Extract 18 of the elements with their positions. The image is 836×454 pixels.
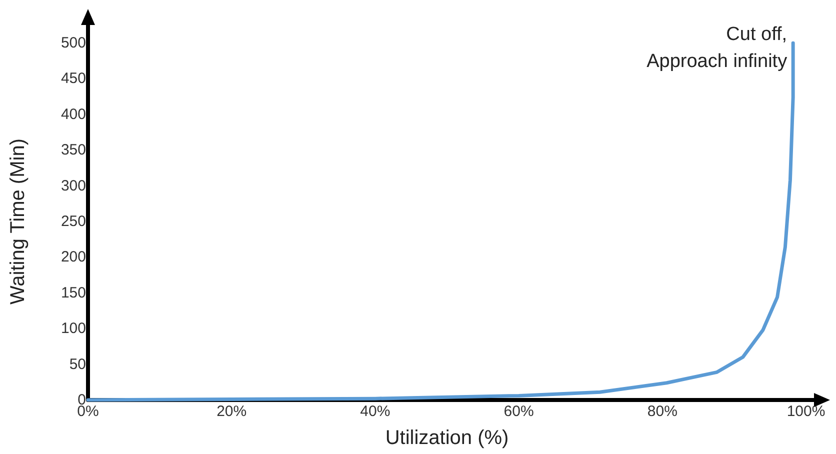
y-tick-label: 300 [60,177,86,194]
x-tick-label: 60% [504,403,534,420]
y-tick-label: 150 [60,284,86,302]
y-tick-label: 50 [69,356,86,373]
y-axis-title: Waiting Time (Min) [7,138,29,304]
y-tick-label: 500 [60,34,86,52]
y-tick-label: 350 [60,142,86,159]
y-tick-label: 400 [60,106,86,123]
y-tick-label: 450 [60,70,86,88]
y-tick-label: 250 [60,213,86,230]
y-tick-label: 100 [60,320,86,338]
x-tick-label: 100% [786,403,826,420]
x-tick-label: 20% [216,403,247,420]
x-axis-title: Utilization (%) [385,427,509,449]
x-tick-label: 40% [360,403,390,420]
x-tick-label: 80% [647,403,678,420]
y-tick-label: 200 [60,248,86,266]
annotation: Cut off, Approach infinity [646,23,788,74]
